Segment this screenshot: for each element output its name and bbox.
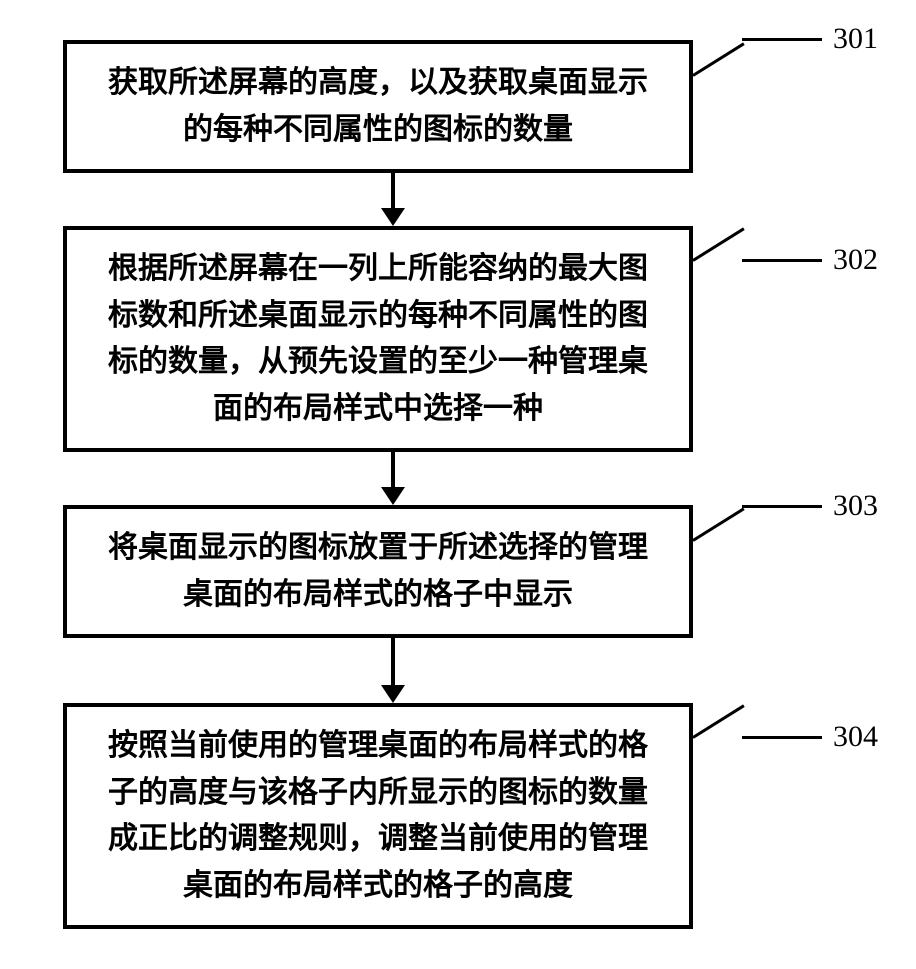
arrow-head-icon [381,208,405,226]
step-number-label: 301 [833,22,878,56]
step-number-label: 302 [833,243,878,277]
connector-horizontal [742,259,822,262]
arrow-line [391,638,395,686]
arrow-head-icon [381,487,405,505]
flow-step-box: 将桌面显示的图标放置于所述选择的管理 桌面的布局样式的格子中显示 [63,505,693,638]
flow-step-text: 按照当前使用的管理桌面的布局样式的格 子的高度与该格子内所显示的图标的数量 成正… [108,723,648,909]
arrow-line [391,173,395,209]
flow-arrow [23,452,893,505]
step-number-label: 304 [833,720,878,754]
connector-horizontal [742,505,822,508]
flowchart-container: 获取所述屏幕的高度，以及获取桌面显示 的每种不同属性的图标的数量 301 根据所述屏… [23,40,893,929]
flow-step-row: 按照当前使用的管理桌面的布局样式的格 子的高度与该格子内所显示的图标的数量 成正… [23,703,893,929]
flow-step-row: 获取所述屏幕的高度，以及获取桌面显示 的每种不同属性的图标的数量 301 [23,40,893,173]
flow-step-box: 获取所述屏幕的高度，以及获取桌面显示 的每种不同属性的图标的数量 [63,40,693,173]
connector-diagonal [692,507,744,541]
flow-step-box: 根据所述屏幕在一列上所能容纳的最大图 标数和所述桌面显示的每种不同属性的图 标的… [63,226,693,452]
step-label-connector: 301 [693,46,893,168]
flow-step-text: 根据所述屏幕在一列上所能容纳的最大图 标数和所述桌面显示的每种不同属性的图 标的… [108,246,648,432]
connector-horizontal [742,736,822,739]
flow-step-text: 获取所述屏幕的高度，以及获取桌面显示 的每种不同属性的图标的数量 [108,60,648,153]
flow-step-row: 将桌面显示的图标放置于所述选择的管理 桌面的布局样式的格子中显示 303 [23,505,893,638]
flow-step-box: 按照当前使用的管理桌面的布局样式的格 子的高度与该格子内所显示的图标的数量 成正… [63,703,693,929]
flow-arrow [23,638,893,703]
flow-step-row: 根据所述屏幕在一列上所能容纳的最大图 标数和所述桌面显示的每种不同属性的图 标的… [23,226,893,452]
step-label-connector: 303 [693,511,893,633]
arrow-head-icon [381,685,405,703]
connector-horizontal [742,38,822,41]
step-label-connector: 302 [693,231,893,447]
connector-diagonal [692,227,744,261]
connector-diagonal [692,704,744,738]
step-label-connector: 304 [693,708,893,924]
flow-arrow [23,173,893,226]
step-number-label: 303 [833,489,878,523]
flow-step-text: 将桌面显示的图标放置于所述选择的管理 桌面的布局样式的格子中显示 [108,525,648,618]
arrow-line [391,452,395,488]
connector-diagonal [692,42,744,76]
